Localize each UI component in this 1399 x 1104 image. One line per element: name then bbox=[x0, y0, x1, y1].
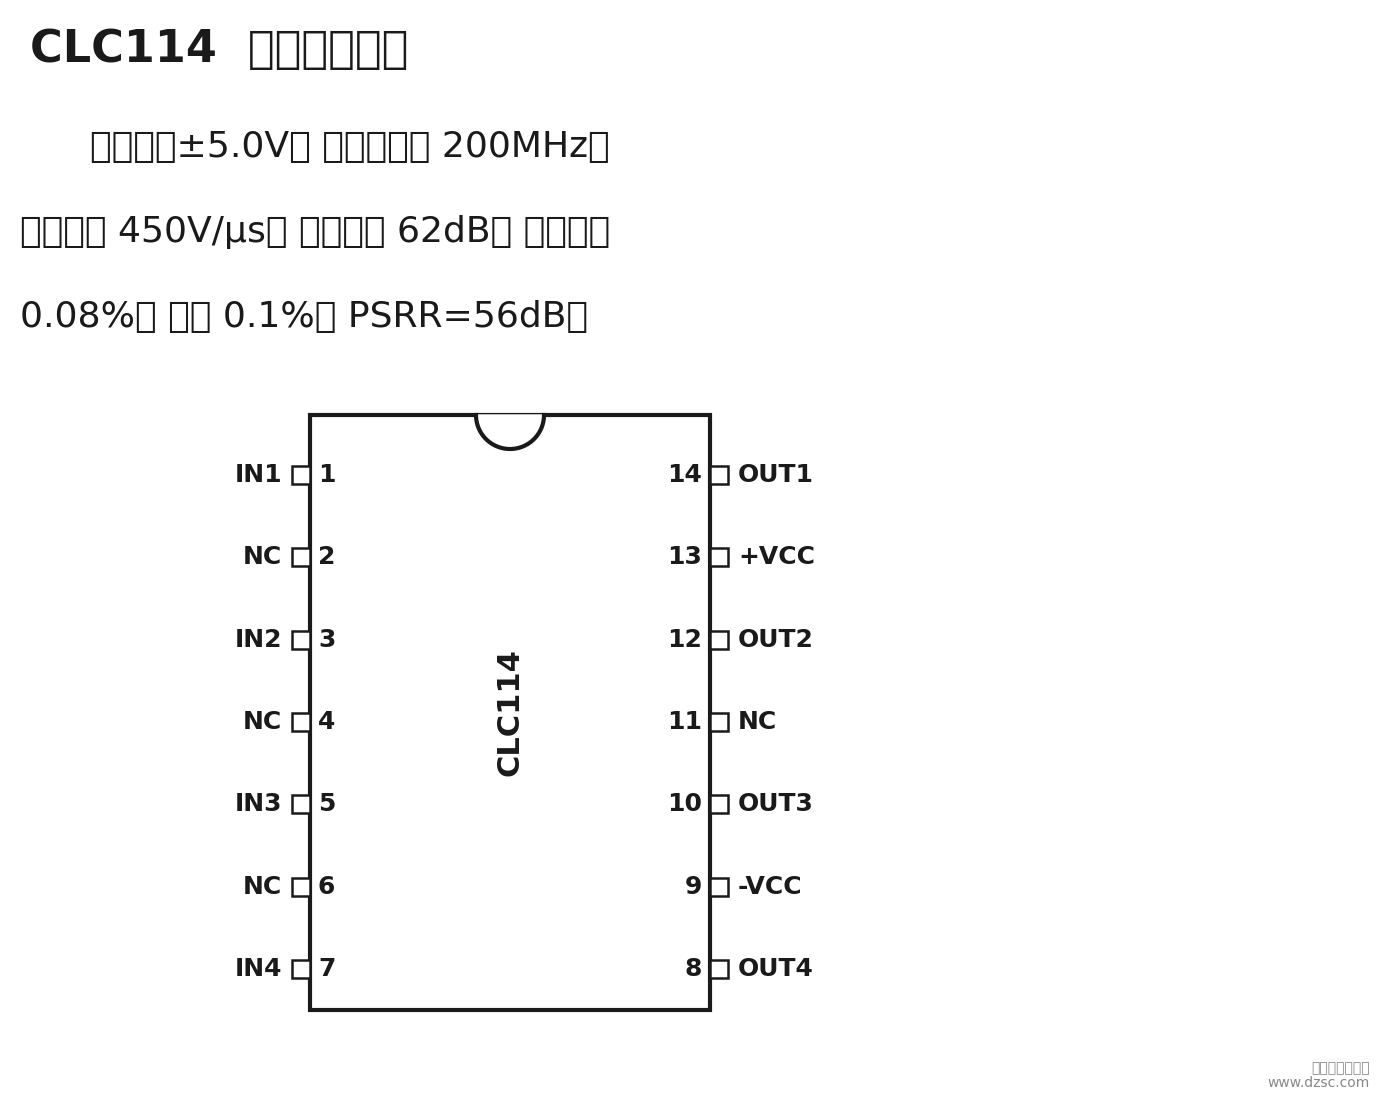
Text: CLC114: CLC114 bbox=[495, 648, 525, 776]
Text: 2: 2 bbox=[318, 545, 336, 570]
Text: NC: NC bbox=[739, 710, 778, 734]
Bar bbox=[292, 795, 311, 814]
Text: 4: 4 bbox=[318, 710, 336, 734]
Bar bbox=[292, 878, 311, 895]
Text: OUT3: OUT3 bbox=[739, 793, 814, 816]
Text: 7: 7 bbox=[318, 957, 336, 980]
Bar bbox=[711, 466, 727, 484]
Text: 6: 6 bbox=[318, 874, 336, 899]
Bar bbox=[292, 959, 311, 978]
Text: 维库电子市场网: 维库电子市场网 bbox=[1311, 1061, 1370, 1075]
Text: 转换速率 450V/μs； 通道隔离 62dB； 差动增益: 转换速率 450V/μs； 通道隔离 62dB； 差动增益 bbox=[20, 215, 610, 250]
Polygon shape bbox=[476, 415, 544, 449]
Text: NC: NC bbox=[243, 874, 283, 899]
Text: IN4: IN4 bbox=[235, 957, 283, 980]
Text: OUT1: OUT1 bbox=[739, 463, 814, 487]
Text: 1: 1 bbox=[318, 463, 336, 487]
Bar bbox=[292, 713, 311, 731]
Text: CLC114  四视频缓冲器: CLC114 四视频缓冲器 bbox=[29, 28, 409, 71]
Text: www.dzsc.com: www.dzsc.com bbox=[1267, 1076, 1370, 1090]
Bar bbox=[292, 549, 311, 566]
Bar bbox=[711, 878, 727, 895]
Text: 5: 5 bbox=[318, 793, 336, 816]
Text: IN2: IN2 bbox=[235, 627, 283, 651]
Bar bbox=[711, 713, 727, 731]
Bar bbox=[711, 630, 727, 649]
Bar bbox=[292, 466, 311, 484]
Text: 10: 10 bbox=[667, 793, 702, 816]
Text: 12: 12 bbox=[667, 627, 702, 651]
Bar bbox=[311, 415, 711, 1010]
Text: 工作电压±5.0V； 小信号带宽 200MHz；: 工作电压±5.0V； 小信号带宽 200MHz； bbox=[90, 130, 610, 164]
Bar bbox=[292, 630, 311, 649]
Text: NC: NC bbox=[243, 545, 283, 570]
Text: IN1: IN1 bbox=[235, 463, 283, 487]
Text: 11: 11 bbox=[667, 710, 702, 734]
Text: 9: 9 bbox=[684, 874, 702, 899]
Text: 0.08%； 相差 0.1%； PSRR=56dB。: 0.08%； 相差 0.1%； PSRR=56dB。 bbox=[20, 300, 588, 335]
Text: NC: NC bbox=[243, 710, 283, 734]
Text: 3: 3 bbox=[318, 627, 336, 651]
Text: 13: 13 bbox=[667, 545, 702, 570]
Bar bbox=[711, 959, 727, 978]
Text: IN3: IN3 bbox=[235, 793, 283, 816]
Bar bbox=[711, 549, 727, 566]
Text: OUT2: OUT2 bbox=[739, 627, 814, 651]
Text: 14: 14 bbox=[667, 463, 702, 487]
Text: 8: 8 bbox=[684, 957, 702, 980]
Text: -VCC: -VCC bbox=[739, 874, 803, 899]
Text: OUT4: OUT4 bbox=[739, 957, 814, 980]
Text: +VCC: +VCC bbox=[739, 545, 816, 570]
Bar bbox=[711, 795, 727, 814]
